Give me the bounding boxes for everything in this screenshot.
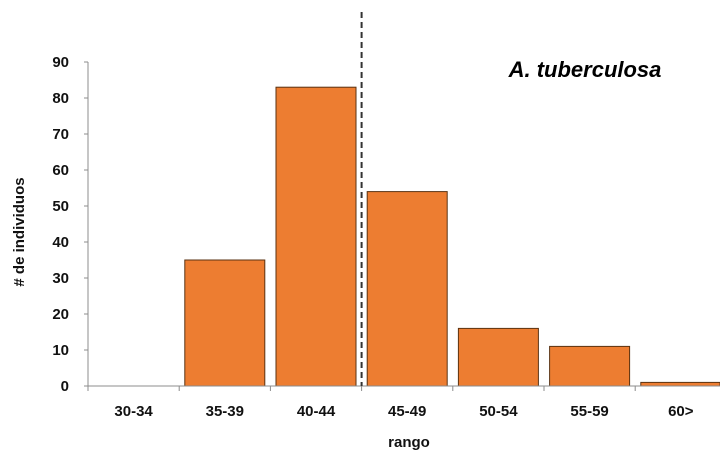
axes-layer <box>87 62 720 387</box>
y-tick-label: 0 <box>61 378 69 395</box>
y-tick-label: 10 <box>52 342 69 359</box>
y-ticks: 0 10 20 30 40 50 60 70 80 90 <box>52 54 88 395</box>
bars-layer <box>184 86 720 387</box>
y-tick-label: 30 <box>52 270 69 287</box>
bar-35-39 <box>184 259 266 387</box>
x-tick-label: 45-49 <box>388 403 426 420</box>
y-tick-label: 80 <box>52 90 69 107</box>
bar-60> <box>640 381 720 387</box>
bar-55-59 <box>549 345 631 387</box>
y-axis-title: # de individuos <box>11 177 28 286</box>
y-tick-label: 90 <box>52 54 69 71</box>
x-tick-label: 60> <box>668 403 694 420</box>
bar-40-44 <box>275 86 357 387</box>
x-tick-label: 40-44 <box>297 403 336 420</box>
bar-45-49 <box>366 191 448 387</box>
y-tick-label: 40 <box>52 234 69 251</box>
bar-50-54 <box>457 327 539 387</box>
x-ticks: 30-34 35-39 40-44 45-49 50-54 55-59 60> <box>87 386 694 420</box>
x-tick-label: 30-34 <box>114 403 153 420</box>
y-tick-label: 70 <box>52 126 69 143</box>
x-tick-label: 55-59 <box>570 403 608 420</box>
y-tick-label: 50 <box>52 198 69 215</box>
y-tick-label: 20 <box>52 306 69 323</box>
y-tick-label: 60 <box>52 162 69 179</box>
x-tick-label: 35-39 <box>206 403 244 420</box>
x-axis-title: rango <box>388 434 430 450</box>
x-tick-label: 50-54 <box>479 403 518 420</box>
chart-title: A. tuberculosa <box>508 57 662 82</box>
